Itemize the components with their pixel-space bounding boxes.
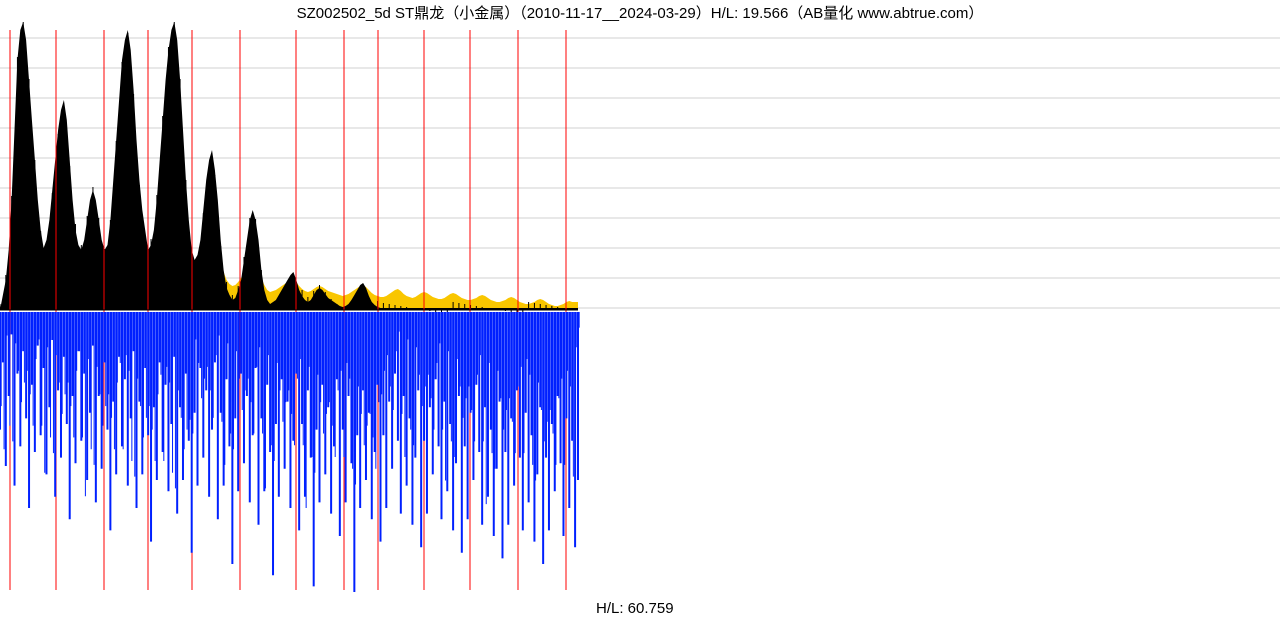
chart-container: SZ002502_5d ST鼎龙（小金属）（2010-11-17__2024-0… (0, 0, 1280, 620)
chart-svg (0, 0, 1280, 620)
hl-label: H/L: 60.759 (596, 600, 674, 617)
